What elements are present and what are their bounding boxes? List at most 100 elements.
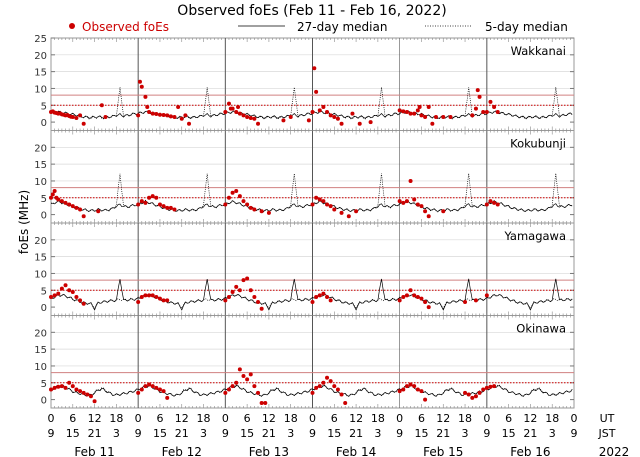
observed-point [49,387,53,392]
x-tick-label-jst: 21 [349,427,363,440]
observed-point [401,387,406,392]
observed-point [252,207,257,212]
day-label: Feb 11 [74,445,114,457]
observed-point [321,291,326,296]
observed-point [256,121,261,126]
observed-point [223,298,228,303]
observed-point [412,384,417,389]
y-tick-label: 10 [34,269,47,280]
observed-point [357,121,362,126]
observed-point [263,400,268,405]
y-tick-label: 10 [34,177,47,188]
x-tick-label-ut: 18 [458,412,472,425]
day-label: Feb 16 [510,445,550,457]
observed-point [417,104,422,109]
y-tick-label: 15 [34,345,47,356]
observed-point [328,204,333,209]
x-tick-label-ut: 18 [371,412,385,425]
observed-point [223,110,228,114]
observed-point [78,113,83,118]
observed-point [237,111,242,116]
day-label: Feb 13 [249,445,289,457]
observed-point [59,286,64,291]
x-tick-label-jst: 3 [287,427,294,440]
station-name: Yamagawa [503,229,566,243]
observed-point [321,380,326,385]
observed-point [415,295,420,299]
observed-point [136,113,141,118]
observed-point [88,394,93,399]
observed-point [78,298,83,303]
observed-point [488,384,493,389]
observed-point [259,306,264,311]
observed-point [408,288,413,293]
observed-point [150,111,155,116]
year-label: 2022 [599,445,630,457]
x-tick-label-jst: 15 [327,427,341,440]
x-tick-label-jst: 3 [113,427,120,440]
observed-point [463,300,468,305]
observed-point [419,113,424,118]
observed-point [310,300,315,305]
observed-point [310,110,315,114]
observed-point [433,115,438,120]
observed-point [165,298,170,303]
observed-point [281,118,286,123]
observed-point [419,204,424,209]
observed-point [172,115,177,120]
observed-point [328,379,333,384]
observed-point [426,104,431,109]
x-tick-label-ut: 0 [222,412,229,425]
observed-point [404,293,409,298]
observed-point [248,288,253,293]
x-tick-label-jst: 9 [396,427,403,440]
observed-point [154,112,159,117]
x-axis: 0961512211830961512211830961512211830961… [48,412,630,457]
observed-point [161,298,166,303]
observed-point [241,278,246,283]
observed-point [52,293,57,298]
legend-observed-marker [69,23,75,29]
observed-point [495,202,500,207]
observed-point [150,384,155,389]
observed-point [147,195,152,200]
observed-point [56,197,61,202]
x-tick-label-ut: 18 [109,412,123,425]
observed-point [419,296,424,301]
observed-point [78,207,83,212]
observed-point [165,205,170,210]
observed-point [314,195,319,200]
x-tick-label-ut: 6 [156,412,163,425]
station-name: Okinawa [516,322,566,336]
x-tick-label-jst: 9 [309,427,316,440]
observed-point [415,202,420,207]
observed-point [234,110,239,114]
observed-point [423,300,428,305]
observed-point [59,199,64,204]
observed-point [335,387,340,392]
observed-point [234,380,239,385]
observed-point [441,209,446,214]
observed-point [310,390,315,395]
observed-point [401,200,406,205]
observed-point [408,382,413,387]
x-tick-label-jst: 15 [153,427,167,440]
observed-point [236,104,241,109]
observed-point [266,210,271,215]
observed-point [59,384,64,389]
observed-point [321,104,326,109]
observed-point [143,200,148,205]
observed-point [74,205,79,210]
observed-point [245,202,250,207]
day-label: Feb 14 [336,445,376,457]
observed-point [473,106,478,111]
observed-point [139,387,144,392]
observed-point [288,115,293,120]
observed-point [67,380,72,385]
observed-point [165,113,170,118]
observed-point [52,189,57,194]
x-tick-label-ut: 6 [505,412,512,425]
observed-point [245,276,250,281]
observed-point [488,199,493,204]
observed-point [252,116,257,121]
